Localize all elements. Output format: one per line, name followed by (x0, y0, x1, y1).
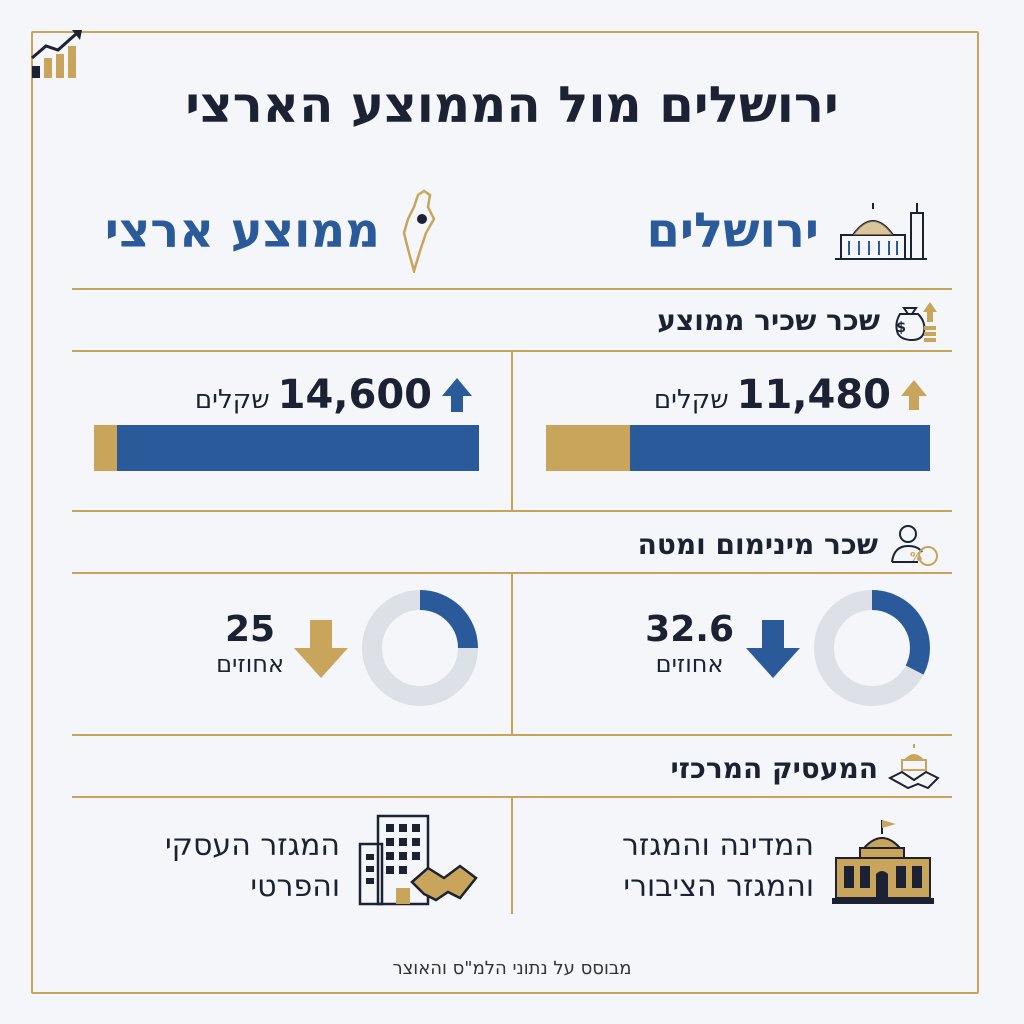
column-divider (511, 574, 513, 734)
national-employer: המגזר העסקי והפרטי (165, 826, 340, 907)
divider (72, 734, 952, 736)
jerusalem-employer: המדינה והמגזר והמגזר הציבורי (622, 826, 814, 907)
jerusalem-salary: 11,480 שקלים (654, 372, 929, 418)
salary-unit: שקלים (194, 385, 270, 415)
donut-value-arc (871, 590, 930, 675)
source-footer: מבוסס על נתוני הלמ"ס והאוצר (392, 958, 632, 979)
bar-gold-segment (546, 425, 631, 471)
column-divider (511, 798, 513, 914)
israel-map-icon (402, 189, 436, 273)
bar-gold-segment (94, 425, 118, 471)
column-divider (511, 352, 513, 512)
svg-text:$: $ (896, 320, 906, 336)
infographic-frame (31, 31, 979, 994)
government-building-icon (832, 820, 934, 904)
salary-value: 14,600 (277, 372, 432, 418)
section-label: שכר מינימום ומטה (637, 527, 878, 561)
salary-unit: שקלים (653, 385, 729, 415)
jerusalem-min-wage-donut (814, 590, 930, 706)
dome-of-the-rock-icon (835, 203, 927, 260)
arrow-down-icon (746, 620, 800, 678)
page-title: ירושלים מול הממוצע הארצי (185, 76, 839, 134)
money-bag-icon: $ (895, 302, 937, 342)
column-header-national: ממוצע ארצי (104, 189, 444, 273)
percent-value: 25 (225, 609, 276, 650)
section-label: שכר שכיר ממוצע (657, 303, 880, 337)
divider (72, 288, 952, 290)
national-salary: 14,600 שקלים (195, 372, 474, 418)
svg-text:%: % (910, 550, 922, 564)
person-percent-icon: % (891, 525, 938, 566)
column-header-jerusalem: ירושלים (647, 196, 930, 266)
divider (72, 796, 952, 798)
section-title-employer: המעסיק המרכזי (670, 744, 940, 790)
divider (72, 572, 952, 574)
national-min-wage-donut (362, 590, 478, 706)
divider (72, 510, 952, 512)
section-label: המעסיק המרכזי (670, 751, 878, 785)
arrow-up-icon (901, 380, 927, 410)
employer-line-2: והמגזר הציבורי (623, 868, 814, 904)
jerusalem-salary-bar (546, 425, 930, 471)
bar-blue-segment (117, 425, 479, 471)
employer-line-2: והפרטי (250, 868, 340, 904)
employer-line-1: המדינה והמגזר (621, 828, 814, 863)
jerusalem-min-wage: 32.6 אחוזים (645, 610, 734, 678)
percent-unit: אחוזים (216, 649, 284, 678)
donut-value-arc (419, 590, 478, 649)
salary-value: 11,480 (736, 372, 891, 418)
arrow-up-icon (442, 378, 472, 412)
employer-line-1: המגזר העסקי (164, 828, 340, 863)
office-handshake-icon (358, 814, 478, 906)
chart-growth-icon (31, 30, 82, 78)
arrow-down-icon (294, 620, 348, 678)
bar-blue-segment (630, 425, 930, 471)
column-title-jerusalem: ירושלים (646, 203, 820, 259)
column-title-national: ממוצע ארצי (104, 203, 380, 259)
handshake-building-icon (888, 744, 940, 790)
national-salary-bar (94, 425, 479, 471)
national-min-wage: 25 אחוזים (216, 610, 284, 678)
percent-unit: אחוזים (655, 649, 724, 678)
divider (72, 350, 952, 352)
section-title-min-wage: % שכר מינימום ומטה (637, 524, 940, 566)
section-title-avg-salary: $ שכר שכיר ממוצע (657, 300, 940, 342)
percent-value: 32.6 (645, 609, 734, 650)
